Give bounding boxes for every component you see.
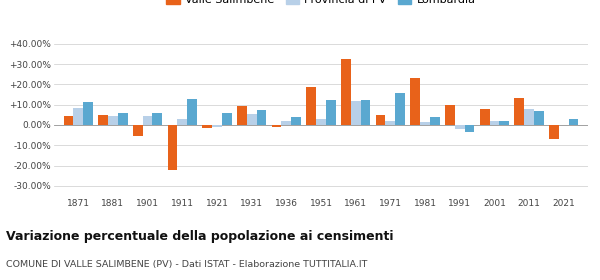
Bar (64, 116, 73, 125)
Bar (464, 125, 474, 132)
Bar (222, 113, 232, 125)
Bar (499, 121, 509, 125)
Bar (524, 109, 534, 125)
Bar (395, 94, 405, 125)
Bar (168, 125, 178, 170)
Bar (480, 109, 490, 125)
Bar (385, 121, 395, 125)
Bar (291, 117, 301, 125)
Legend: Valle Salimbene, Provincia di PV, Lombardia: Valle Salimbene, Provincia di PV, Lombar… (163, 0, 479, 8)
Bar (178, 119, 187, 125)
Bar (490, 121, 499, 125)
Bar (455, 125, 464, 129)
Bar (143, 116, 152, 125)
Bar (187, 99, 197, 125)
Bar (361, 100, 370, 125)
Bar (257, 110, 266, 125)
Bar (118, 113, 128, 125)
Bar (514, 97, 524, 125)
Bar (341, 59, 351, 125)
Bar (202, 125, 212, 128)
Bar (98, 115, 108, 125)
Bar (420, 122, 430, 125)
Bar (549, 125, 559, 139)
Bar (326, 100, 335, 125)
Bar (83, 102, 93, 125)
Bar (430, 117, 440, 125)
Bar (133, 125, 143, 136)
Bar (108, 116, 118, 125)
Text: COMUNE DI VALLE SALIMBENE (PV) - Dati ISTAT - Elaborazione TUTTITALIA.IT: COMUNE DI VALLE SALIMBENE (PV) - Dati IS… (6, 260, 367, 269)
Bar (569, 119, 578, 125)
Bar (272, 125, 281, 127)
Bar (212, 125, 222, 127)
Bar (445, 105, 455, 125)
Bar (152, 113, 162, 125)
Bar (351, 101, 361, 125)
Bar (281, 121, 291, 125)
Bar (307, 87, 316, 125)
Text: Variazione percentuale della popolazione ai censimenti: Variazione percentuale della popolazione… (6, 230, 394, 242)
Bar (376, 115, 385, 125)
Bar (237, 106, 247, 125)
Bar (73, 108, 83, 125)
Bar (316, 119, 326, 125)
Bar (534, 111, 544, 125)
Bar (410, 78, 420, 125)
Bar (247, 114, 257, 125)
